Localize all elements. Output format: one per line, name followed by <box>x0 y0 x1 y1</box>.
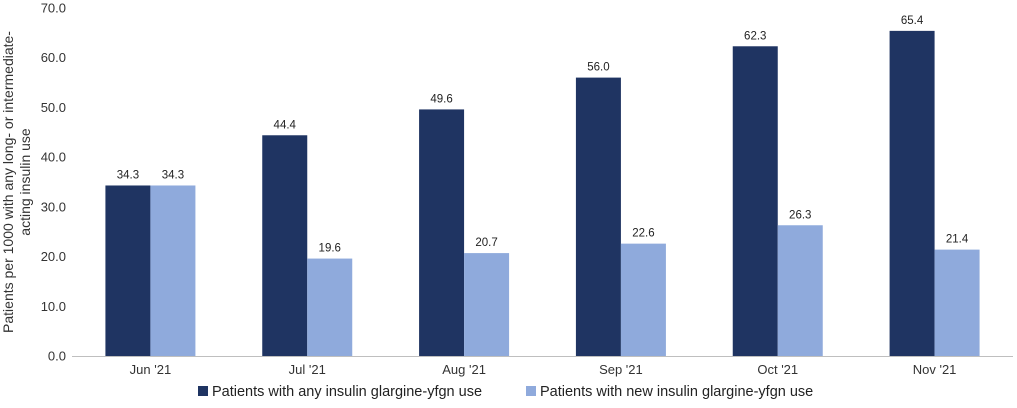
y-tick-label: 20.0 <box>41 249 66 264</box>
x-tick-label: Aug '21 <box>442 362 486 377</box>
y-axis-title: Patients per 1000 with any long- or inte… <box>0 31 33 333</box>
data-label: 65.4 <box>901 15 924 27</box>
x-tick-label: Nov '21 <box>913 362 957 377</box>
bar-any-use <box>889 30 935 357</box>
y-axis-title-line-1: Patients per 1000 with any long- or inte… <box>0 31 16 333</box>
bar-any-use <box>419 109 465 356</box>
bar-new-use <box>777 225 823 356</box>
data-label: 20.7 <box>475 237 497 249</box>
y-axis-ticks: 0.0 10.0 20.0 30.0 40.0 50.0 60.0 70.0 <box>41 1 66 364</box>
y-axis-title-line-2: acting insulin use <box>17 128 33 236</box>
bars: 34.3 34.3 44.4 19.6 49.6 20.7 56.0 22.6 62.3 26.3… <box>105 15 980 357</box>
legend-label: Patients with new insulin glargine-yfgn … <box>540 384 813 400</box>
bar-any-use <box>262 135 308 356</box>
data-label: 26.3 <box>789 209 811 221</box>
data-label: 44.4 <box>274 119 297 131</box>
legend-swatch <box>526 386 536 396</box>
y-tick-label: 60.0 <box>41 50 66 65</box>
y-tick-label: 30.0 <box>41 199 66 214</box>
x-tick-label: Sep '21 <box>599 362 643 377</box>
x-tick-label: Jun '21 <box>130 362 172 377</box>
bar-new-use <box>307 258 353 356</box>
data-label: 56.0 <box>587 62 609 74</box>
legend-label: Patients with any insulin glargine-yfgn … <box>212 384 482 400</box>
bar-any-use <box>732 46 778 356</box>
x-tick-label: Oct '21 <box>757 362 798 377</box>
data-label: 19.6 <box>319 243 341 255</box>
y-tick-label: 70.0 <box>41 1 66 16</box>
bar-any-use <box>105 185 151 356</box>
data-label: 49.6 <box>430 93 452 105</box>
y-tick-label: 0.0 <box>48 349 66 364</box>
legend: Patients with any insulin glargine-yfgn … <box>198 384 813 400</box>
data-label: 21.4 <box>946 234 969 246</box>
legend-swatch <box>198 386 208 396</box>
x-tick-label: Jul '21 <box>289 362 326 377</box>
bar-new-use <box>620 243 666 356</box>
data-label: 34.3 <box>162 169 184 181</box>
data-label: 22.6 <box>632 228 654 240</box>
bar-new-use <box>464 253 510 356</box>
y-tick-label: 50.0 <box>41 100 66 115</box>
y-tick-label: 10.0 <box>41 299 66 314</box>
x-axis: Jun '21 Jul '21 Aug '21 Sep '21 Oct '21 Nov '… <box>72 356 1013 377</box>
data-label: 34.3 <box>117 169 139 181</box>
bar-any-use <box>575 77 621 356</box>
bar-new-use <box>934 249 980 356</box>
bar-new-use <box>150 185 196 356</box>
y-tick-label: 40.0 <box>41 150 66 165</box>
data-label: 62.3 <box>744 30 766 42</box>
